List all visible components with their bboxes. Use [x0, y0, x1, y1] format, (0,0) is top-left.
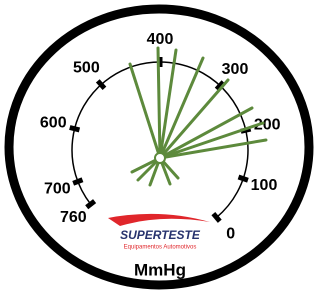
tick [73, 180, 82, 184]
dial-label: 760 [60, 209, 87, 226]
dial-label: 700 [44, 181, 71, 198]
dial-label: 600 [40, 115, 67, 132]
brand-name: SUPERTESTE [120, 228, 201, 242]
dial-label: 100 [251, 177, 278, 194]
tick [238, 177, 247, 180]
dial-label: 500 [73, 59, 100, 76]
tick [70, 128, 80, 130]
pivot [155, 153, 165, 163]
dial-label: 300 [222, 61, 249, 78]
brand-tagline: Equipamentos Automotivos [124, 245, 197, 251]
dial-label: 0 [226, 225, 235, 242]
unit-label: MmHg [134, 260, 186, 279]
dial-label: 400 [147, 31, 174, 48]
